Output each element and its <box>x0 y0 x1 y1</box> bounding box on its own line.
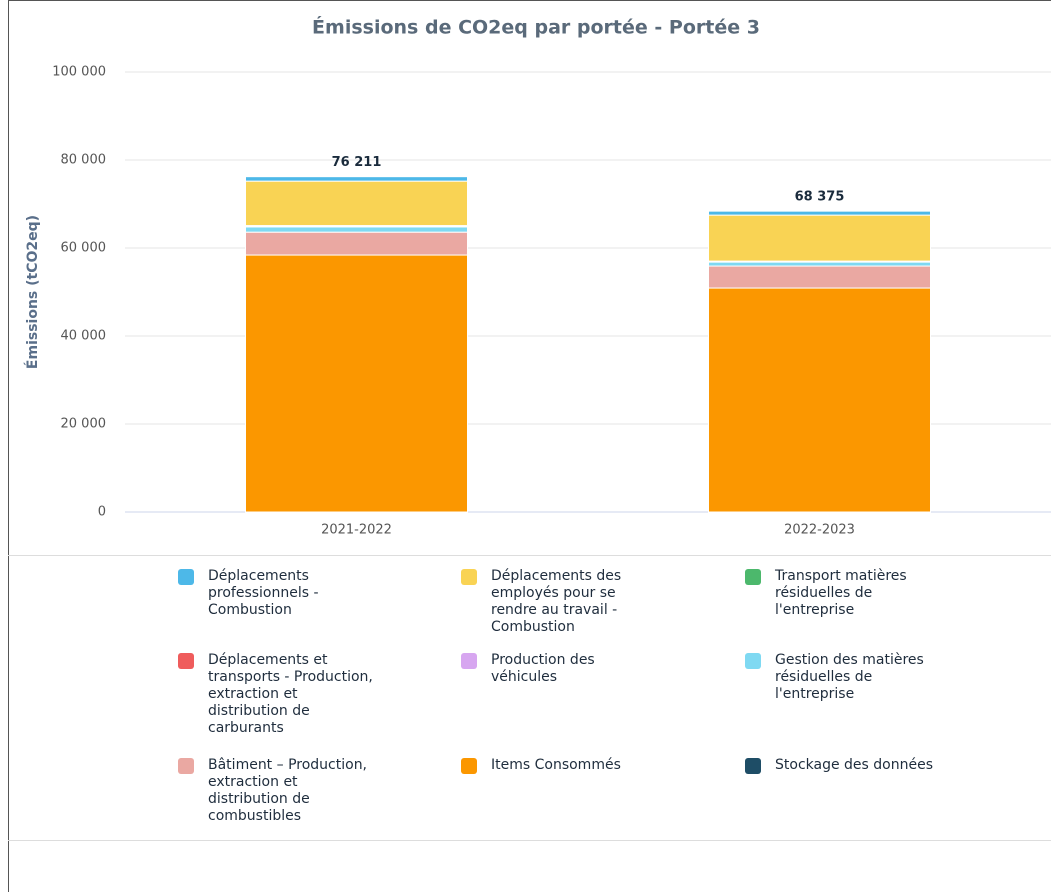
legend-swatch <box>178 653 194 669</box>
legend-item[interactable]: Stockage des données <box>745 757 945 774</box>
legend-item[interactable]: Déplacements et transports - Production,… <box>178 652 378 737</box>
legend-label: Gestion des matières résiduelles de l'en… <box>775 652 924 702</box>
legend-item[interactable]: Transport matières résiduelles de l'entr… <box>745 568 945 619</box>
bar-segment <box>708 265 931 289</box>
y-tick-label: 100 000 <box>52 65 106 80</box>
legend-swatch <box>461 569 477 585</box>
legend-item[interactable]: Déplacements professionnels - Combustion <box>178 568 378 619</box>
y-tick-label: 0 <box>98 505 106 520</box>
legend-swatch <box>745 569 761 585</box>
legend-label: Transport matières résiduelles de l'entr… <box>775 568 907 618</box>
bar-segment <box>245 254 468 513</box>
bar-segment <box>245 226 468 233</box>
legend-swatch <box>461 758 477 774</box>
legend-swatch <box>461 653 477 669</box>
legend-label: Déplacements et transports - Production,… <box>208 652 373 736</box>
chart-title: Émissions de CO2eq par portée - Portée 3 <box>312 16 760 39</box>
y-tick-label: 20 000 <box>61 417 107 432</box>
legend-label: Items Consommés <box>491 757 621 773</box>
legend-swatch <box>178 569 194 585</box>
y-tick-label: 80 000 <box>61 153 107 168</box>
y-axis-title: Émissions (tCO2eq) <box>24 215 41 369</box>
y-tick-label: 60 000 <box>61 241 107 256</box>
y-tick-label: 40 000 <box>61 329 107 344</box>
legend-label: Déplacements des employés pour se rendre… <box>491 568 622 635</box>
legend-item[interactable]: Gestion des matières résiduelles de l'en… <box>745 652 945 703</box>
legend-label: Déplacements professionnels - Combustion <box>208 568 319 618</box>
legend-item[interactable]: Items Consommés <box>461 757 661 774</box>
legend-label: Bâtiment – Production, extraction et dis… <box>208 757 368 824</box>
bar-segment <box>245 176 468 182</box>
legend-label: Stockage des données <box>775 757 933 773</box>
x-tick-label: 2021-2022 <box>321 523 392 538</box>
bar-segment <box>245 231 468 256</box>
legend-item[interactable]: Production des véhicules <box>461 652 661 686</box>
legend-item[interactable]: Bâtiment – Production, extraction et dis… <box>178 757 378 825</box>
legend-item[interactable]: Déplacements des employés pour se rendre… <box>461 568 661 636</box>
bar-segment <box>245 180 468 227</box>
bar-segment <box>708 214 931 262</box>
total-label: 76 211 <box>332 155 382 170</box>
bar-segment <box>708 210 931 216</box>
x-tick-label: 2022-2023 <box>784 523 855 538</box>
legend-swatch <box>178 758 194 774</box>
legend-swatch <box>745 653 761 669</box>
legend-swatch <box>745 758 761 774</box>
total-label: 68 375 <box>795 190 845 205</box>
bar-segment <box>708 287 931 513</box>
legend-label: Production des véhicules <box>491 652 595 685</box>
bar-segment <box>708 261 931 267</box>
